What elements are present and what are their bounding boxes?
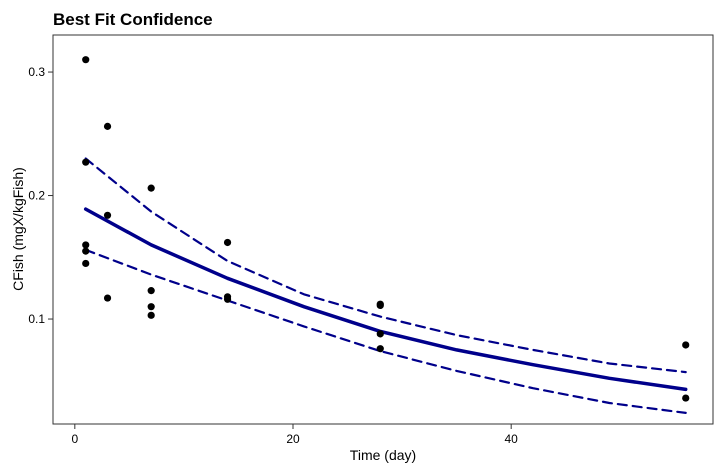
data-point [682,341,690,349]
data-point [103,211,112,219]
data-point [376,345,384,353]
data-point [82,158,90,166]
y-tick-label: 0.1 [28,312,45,326]
data-point [147,303,155,311]
data-point [376,330,384,338]
data-point [223,295,232,303]
data-point [376,301,384,310]
data-point [147,287,155,295]
y-axis: 0.1 0.2 0.3 [28,65,53,326]
x-tick-label: 20 [286,432,300,446]
data-point [103,294,112,302]
x-axis: 0 20 40 [71,424,518,446]
data-point [682,394,690,402]
data-point [223,238,232,247]
x-tick-label: 0 [71,432,78,446]
data-point [82,247,90,255]
data-point [147,311,155,319]
data-point [82,241,90,249]
data-point [82,259,90,268]
data-point [147,184,155,192]
x-tick-label: 40 [505,432,519,446]
y-tick-label: 0.3 [28,65,45,79]
data-point [103,122,112,130]
best-fit-line [83,207,688,392]
fit-lines [83,157,688,414]
plot-frame [52,34,714,425]
data-points [82,56,690,402]
chart-title: Best Fit Confidence [53,10,213,29]
data-point [82,56,90,64]
x-axis-label: Time (day) [350,447,416,463]
y-axis-label: CFish (mgX/kgFish) [10,167,26,291]
confidence-band-line [84,157,687,374]
y-tick-label: 0.2 [28,189,45,203]
confidence-band-line [84,248,687,414]
